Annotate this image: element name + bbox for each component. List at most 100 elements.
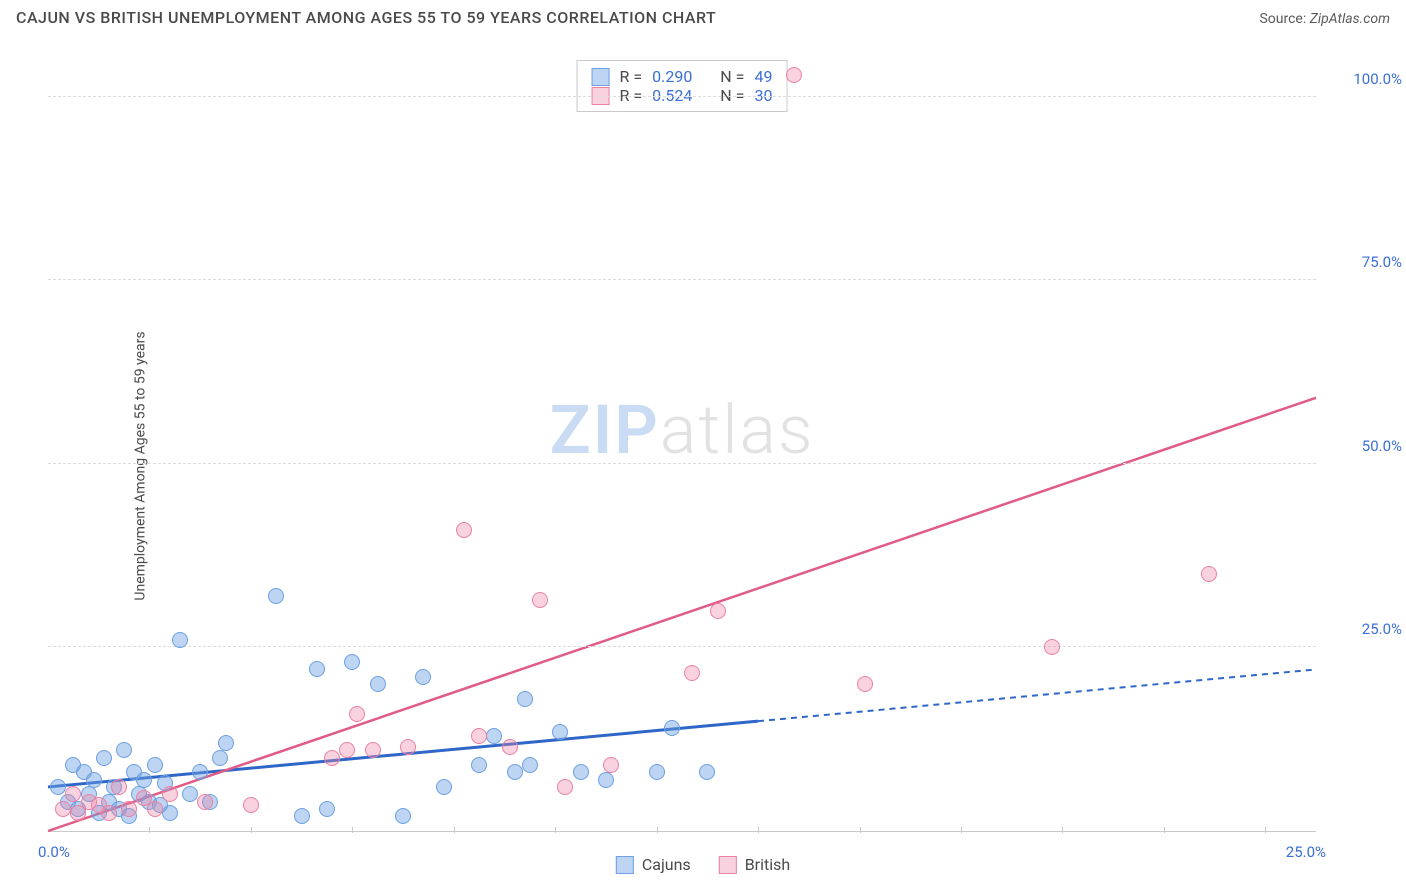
scatter-point-cajuns (507, 764, 523, 780)
x-tick (860, 827, 861, 833)
scatter-point-cajuns (309, 661, 325, 677)
scatter-point-british (400, 739, 416, 755)
source-label: Source: (1259, 11, 1309, 27)
scatter-point-cajuns (218, 735, 234, 751)
scatter-point-british (324, 750, 340, 766)
scatter-point-british (65, 786, 81, 802)
scatter-point-british (339, 742, 355, 758)
x-axis-max-label: 25.0% (1286, 843, 1326, 861)
x-tick (1062, 827, 1063, 833)
scatter-point-cajuns (50, 779, 66, 795)
x-tick (251, 827, 252, 833)
scatter-point-cajuns (649, 764, 665, 780)
scatter-point-cajuns (319, 801, 335, 817)
legend-swatch (616, 856, 634, 874)
bottom-legend: Cajuns British (616, 855, 790, 874)
x-tick (555, 827, 556, 833)
watermark: ZIPatlas (550, 390, 815, 470)
scatter-point-british (243, 797, 259, 813)
y-gridline (48, 646, 1316, 647)
scatter-point-cajuns (552, 724, 568, 740)
scatter-point-british (197, 794, 213, 810)
scatter-point-cajuns (471, 757, 487, 773)
scatter-point-cajuns (598, 772, 614, 788)
legend-item: Cajuns (616, 855, 691, 874)
x-tick (961, 827, 962, 833)
scatter-point-cajuns (116, 742, 132, 758)
watermark-part1: ZIP (550, 390, 660, 470)
y-gridline (48, 279, 1316, 280)
scatter-point-british (557, 779, 573, 795)
y-gridline (48, 96, 1316, 97)
y-tick-label: 25.0% (1322, 620, 1402, 638)
scatter-point-cajuns (147, 757, 163, 773)
scatter-point-cajuns (96, 750, 112, 766)
scatter-point-cajuns (517, 691, 533, 707)
x-axis-min-label: 0.0% (38, 843, 70, 861)
legend-swatch (592, 68, 610, 86)
scatter-point-cajuns (162, 805, 178, 821)
y-tick-label: 75.0% (1322, 253, 1402, 271)
scatter-point-cajuns (212, 750, 228, 766)
scatter-point-british (1201, 566, 1217, 582)
scatter-point-british (857, 676, 873, 692)
scatter-point-cajuns (486, 728, 502, 744)
legend-label: Cajuns (642, 855, 691, 874)
scatter-point-cajuns (699, 764, 715, 780)
x-tick (149, 827, 150, 833)
x-tick (657, 827, 658, 833)
scatter-point-british (603, 757, 619, 773)
scatter-point-british (111, 779, 127, 795)
x-tick (352, 827, 353, 833)
scatter-point-cajuns (522, 757, 538, 773)
stats-row: R = 0.290 N = 49 (592, 67, 773, 86)
scatter-point-cajuns (172, 632, 188, 648)
y-tick-label: 50.0% (1322, 437, 1402, 455)
source-attribution: Source: ZipAtlas.com (1259, 11, 1390, 27)
scatter-point-british (1044, 639, 1060, 655)
y-tick-label: 100.0% (1322, 70, 1402, 88)
scatter-point-cajuns (182, 786, 198, 802)
scatter-point-british (349, 706, 365, 722)
scatter-point-cajuns (415, 669, 431, 685)
scatter-point-cajuns (86, 772, 102, 788)
scatter-point-british (121, 801, 137, 817)
stat-n-value: 49 (754, 67, 772, 86)
chart-title: CAJUN VS BRITISH UNEMPLOYMENT AMONG AGES… (16, 8, 716, 27)
scatter-point-british (147, 801, 163, 817)
scatter-point-british (101, 805, 117, 821)
scatter-point-british (532, 592, 548, 608)
x-tick (1164, 827, 1165, 833)
legend-item: British (719, 855, 790, 874)
trend-lines-layer (48, 60, 1316, 831)
watermark-part2: atlas (660, 390, 815, 470)
scatter-point-cajuns (370, 676, 386, 692)
stat-n-label: N = (720, 67, 744, 86)
scatter-point-british (786, 67, 802, 83)
scatter-point-british (456, 522, 472, 538)
x-tick (454, 827, 455, 833)
stat-r-label: R = (620, 67, 643, 86)
scatter-point-british (365, 742, 381, 758)
scatter-point-cajuns (294, 808, 310, 824)
scatter-point-cajuns (395, 808, 411, 824)
trend-line-cajuns-dashed (758, 669, 1316, 721)
scatter-point-british (502, 739, 518, 755)
stats-legend-box: R = 0.290 N = 49R = 0.524 N = 30 (577, 60, 788, 112)
scatter-point-cajuns (344, 654, 360, 670)
scatter-point-cajuns (573, 764, 589, 780)
plot-area: ZIPatlas R = 0.290 N = 49R = 0.524 N = 3… (48, 60, 1316, 832)
source-value: ZipAtlas.com (1310, 11, 1390, 27)
scatter-point-cajuns (136, 772, 152, 788)
legend-label: British (745, 855, 790, 874)
scatter-point-cajuns (268, 588, 284, 604)
scatter-point-british (684, 665, 700, 681)
scatter-point-british (710, 603, 726, 619)
scatter-point-cajuns (192, 764, 208, 780)
y-gridline (48, 463, 1316, 464)
stat-r-value: 0.290 (652, 67, 692, 86)
scatter-point-british (471, 728, 487, 744)
x-tick (758, 827, 759, 833)
legend-swatch (719, 856, 737, 874)
scatter-point-cajuns (664, 720, 680, 736)
